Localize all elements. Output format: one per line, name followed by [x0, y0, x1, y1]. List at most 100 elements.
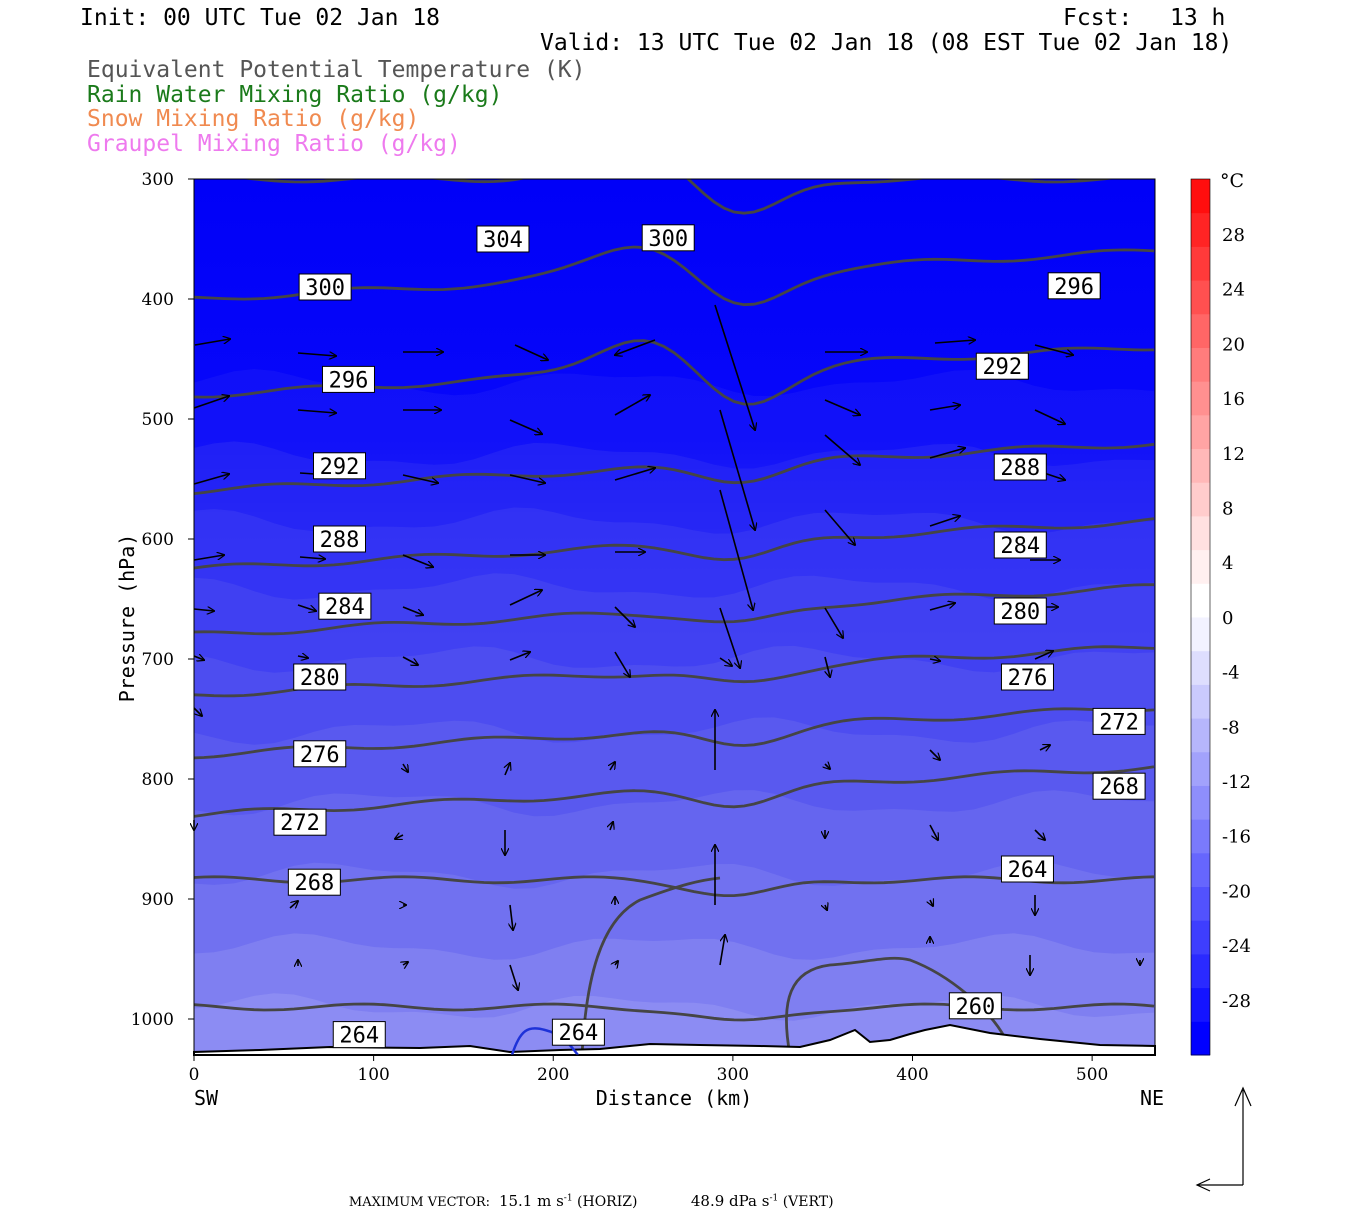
x-tick-label: 300	[717, 1065, 749, 1085]
y-tick-label: 900	[142, 890, 174, 910]
wind-vector	[614, 606, 635, 627]
contour-label: 280	[300, 666, 340, 691]
contour-label-box	[318, 592, 372, 620]
colorbar-label: 28	[1222, 225, 1245, 246]
x-tick-label: 400	[896, 1065, 928, 1085]
max-vector-label: MAXIMUM VECTOR:	[348, 1195, 491, 1210]
contour-label: 296	[1054, 275, 1094, 300]
contour-label-box	[641, 224, 695, 252]
colorbar-label: -16	[1222, 827, 1251, 848]
contour-label-box	[948, 992, 1002, 1020]
colorbar-label: -28	[1222, 991, 1251, 1012]
wind-vector	[719, 409, 755, 530]
colorbar-swatch	[1191, 785, 1210, 820]
x-axis-label: Distance (km)	[596, 1086, 753, 1110]
wind-vector	[610, 822, 613, 831]
contour-label: 288	[1000, 456, 1040, 481]
contour-label: 304	[483, 228, 523, 253]
max-vert-value: 48.9 dPa s	[690, 1192, 770, 1210]
wind-vector	[402, 656, 418, 665]
y-axis: 300 400 500 600 700 800 900 1000	[131, 170, 194, 1030]
colorbar-unit: °C	[1220, 170, 1244, 192]
colorbar-swatch	[1191, 953, 1210, 989]
colorbar-swatch	[1191, 448, 1210, 483]
x-tick-label: 200	[537, 1065, 569, 1085]
wind-vector	[193, 609, 214, 611]
legend-snow: Snow Mixing Ratio (g/kg)	[87, 106, 420, 132]
colorbar-swatch	[1191, 482, 1210, 517]
colorbar-swatch	[1191, 650, 1210, 685]
x-axis: 0 100 200 300 400 500	[189, 1055, 1108, 1085]
wind-vector	[930, 900, 933, 906]
colorbar-swatch	[1191, 549, 1210, 584]
wind-vector	[505, 763, 510, 776]
wind-vector	[509, 590, 542, 606]
legend-theta-e: Equivalent Potential Temperature (K)	[87, 57, 586, 83]
colorbar-label: -8	[1222, 717, 1240, 738]
theta-e-contour	[194, 517, 1155, 570]
contour-label: 288	[320, 528, 360, 553]
contour-label-box	[993, 597, 1047, 625]
wind-vector	[509, 964, 518, 990]
forecast-hour: 13 h	[1170, 5, 1226, 31]
wind-vector	[1039, 745, 1050, 750]
wind-vector	[297, 604, 316, 611]
contour-label-box	[1047, 272, 1101, 300]
y-tick-label: 300	[142, 170, 174, 190]
wind-vector	[514, 344, 548, 360]
wind-vector	[297, 656, 308, 658]
wind-vector	[615, 339, 656, 355]
contour-label-box	[975, 352, 1029, 380]
plot-frame	[193, 178, 1156, 1056]
wind-vector	[824, 399, 860, 415]
wind-vector	[929, 405, 960, 411]
contour-label-box	[312, 525, 366, 553]
forecast-label: Fcst:	[1063, 5, 1133, 31]
colorbar-swatch	[1191, 583, 1210, 618]
sw-end-label: SW	[194, 1086, 219, 1110]
wind-vector	[719, 489, 753, 610]
contour-label: 268	[294, 871, 334, 896]
contour-label-box	[273, 808, 327, 836]
colorbar-swatch	[1191, 414, 1210, 450]
theta-e-contour	[194, 707, 1155, 760]
colorbar-label: 20	[1222, 334, 1245, 355]
colorbar-label: 12	[1222, 444, 1245, 465]
contour-label-box	[287, 868, 341, 896]
contour-label-box	[1000, 663, 1054, 691]
wind-vector	[193, 474, 229, 485]
wind-vector	[824, 607, 843, 638]
contour-label: 264	[559, 1021, 599, 1046]
contour-label-box	[993, 531, 1047, 559]
y-tick-label: 400	[142, 290, 174, 310]
y-tick-label: 600	[142, 530, 174, 550]
wind-vector	[714, 304, 755, 430]
colorbar-label: -24	[1222, 936, 1251, 957]
wind-vector	[1034, 409, 1065, 424]
contour-label: 292	[320, 455, 360, 480]
y-axis-label: Pressure (hPa)	[115, 534, 139, 703]
wind-vector	[510, 904, 513, 930]
contour-label: 280	[1000, 600, 1040, 625]
max-vert-exponent: -1	[769, 1193, 779, 1204]
colorbar-swatch	[1191, 280, 1210, 315]
theta-e-contour	[194, 245, 1155, 307]
reference-vector-icon	[1195, 1086, 1252, 1192]
wind-vector	[614, 395, 650, 416]
valid-time: Valid: 13 UTC Tue 02 Jan 18 (08 EST Tue …	[540, 30, 1233, 56]
contour-label-box	[993, 453, 1047, 481]
wind-vector	[610, 762, 615, 771]
colorbar-swatch	[1191, 347, 1210, 382]
max-horiz-value: 15.1 m s	[498, 1192, 564, 1210]
x-tick-label: 0	[189, 1065, 200, 1085]
colorbar-label: 16	[1222, 389, 1245, 410]
wind-vector	[934, 340, 975, 343]
wind-vector	[402, 606, 423, 615]
legend-rain-water: Rain Water Mixing Ratio (g/kg)	[87, 82, 503, 108]
wind-vector	[929, 448, 965, 459]
y-tick-label: 1000	[131, 1010, 174, 1030]
wind-vector	[194, 339, 230, 346]
contour-label-box	[293, 663, 347, 691]
contour-label: 268	[1099, 775, 1139, 800]
max-horiz-unit: (HORIZ)	[577, 1194, 638, 1210]
